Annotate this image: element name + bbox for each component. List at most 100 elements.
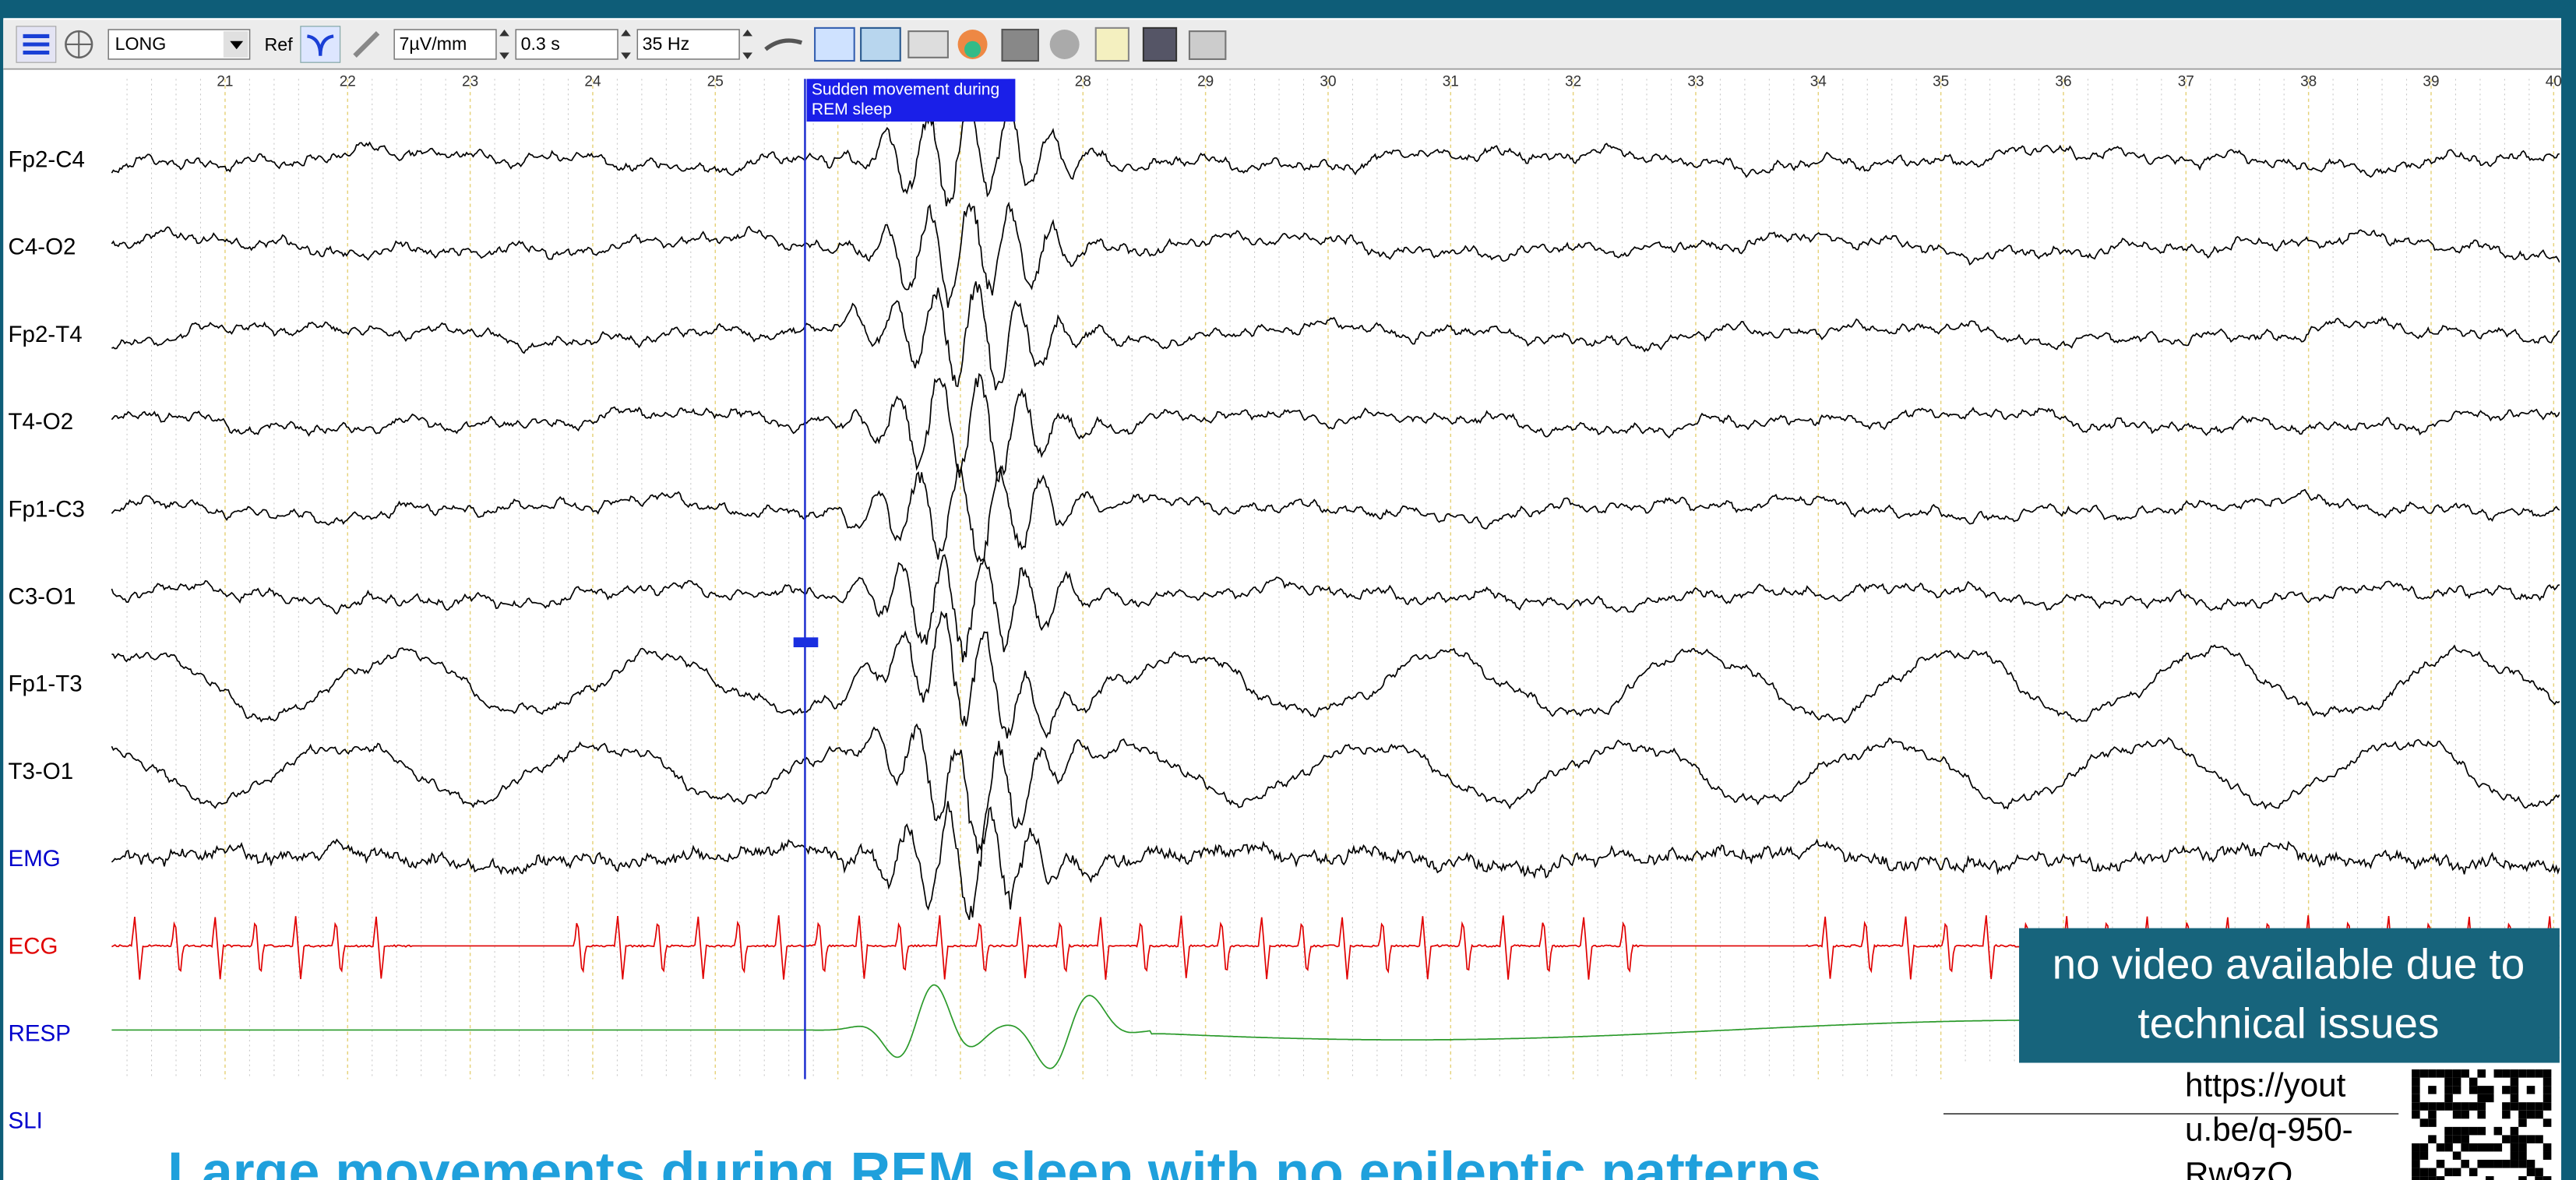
second-label: 30 (1320, 74, 1336, 90)
polarity-button[interactable] (301, 26, 340, 62)
qr-cell (2453, 1102, 2461, 1111)
qr-cell (2486, 1143, 2494, 1152)
channel-label: T4-O2 (9, 409, 74, 435)
channel-label: ECG (9, 933, 58, 959)
qr-cell (2511, 1151, 2519, 1160)
qr-cell (2502, 1086, 2511, 1094)
qr-cell (2518, 1176, 2527, 1180)
qr-cell (2518, 1118, 2527, 1127)
filter-input[interactable]: 35 Hz (637, 30, 752, 59)
qr-cell (2511, 1078, 2519, 1087)
qr-cell (2535, 1111, 2543, 1119)
qr-cell (2543, 1143, 2552, 1152)
qr-cell (2469, 1078, 2478, 1087)
link-line: Rw9zO (2185, 1155, 2292, 1180)
qr-cell (2527, 1069, 2535, 1078)
qr-cell (2420, 1069, 2429, 1078)
qr-cell (2477, 1069, 2486, 1078)
qr-cell (2437, 1069, 2445, 1078)
qr-cell (2461, 1135, 2469, 1143)
time-constant-input[interactable]: 0.3 s (516, 30, 631, 59)
qr-cell (2511, 1135, 2519, 1143)
qr-cell (2420, 1168, 2429, 1177)
qr-cell (2486, 1176, 2494, 1180)
qr-cell (2420, 1118, 2429, 1127)
qr-cell (2518, 1111, 2527, 1119)
channel-label: Fp2-T4 (9, 322, 83, 347)
overlay-line: no video available due to (2053, 940, 2525, 988)
qr-cell (2477, 1102, 2486, 1111)
qr-cell (2527, 1111, 2535, 1119)
qr-cell (2518, 1151, 2527, 1160)
qr-cell (2420, 1102, 2429, 1111)
qr-cell (2453, 1168, 2461, 1177)
sensitivity-input[interactable]: 7µV/mm (394, 30, 509, 59)
qr-cell (2444, 1168, 2453, 1177)
second-label: 24 (584, 74, 601, 90)
qr-cell (2543, 1118, 2552, 1127)
toolbar (3, 19, 2561, 69)
second-label: 25 (707, 74, 724, 90)
qr-cell (2453, 1127, 2461, 1136)
qr-cell (2453, 1135, 2461, 1143)
qr-cell (2518, 1135, 2527, 1143)
qr-cell (2543, 1078, 2552, 1087)
second-label: 37 (2178, 74, 2194, 90)
montage-select[interactable]: LONG (108, 30, 249, 59)
channel-label: Fp1-T3 (9, 671, 83, 697)
qr-cell (2502, 1160, 2511, 1168)
qr-cell (2543, 1069, 2552, 1078)
qr-cell (2461, 1111, 2469, 1119)
qr-cell (2453, 1078, 2461, 1087)
channel-label: RESP (9, 1021, 71, 1047)
qr-cell (2420, 1143, 2429, 1152)
qr-cell (2437, 1102, 2445, 1111)
page: {"toolbar":{"montage":"LONG","reference"… (0, 0, 2576, 1180)
qr-cell (2428, 1069, 2437, 1078)
qr-cell (2412, 1094, 2420, 1103)
qr-cell (2444, 1102, 2453, 1111)
link-line: u.be/q-950- (2185, 1111, 2353, 1147)
qr-cell (2543, 1094, 2552, 1103)
qr-cell (2469, 1143, 2478, 1152)
second-label: 28 (1075, 74, 1091, 90)
reference-button[interactable]: Ref (265, 34, 294, 55)
qr-cell (2469, 1127, 2478, 1136)
overlay-line: technical issues (2137, 999, 2439, 1048)
event-marker[interactable] (794, 637, 819, 647)
annotation-line: REM sleep (812, 100, 892, 118)
qr-cell (2511, 1069, 2519, 1078)
second-label: 38 (2300, 74, 2317, 90)
qr-cell (2428, 1086, 2437, 1094)
qr-cell (2486, 1094, 2494, 1103)
qr-cell (2428, 1135, 2437, 1143)
second-label: 36 (2055, 74, 2071, 90)
qr-cell (2469, 1102, 2478, 1111)
second-label: 29 (1197, 74, 1214, 90)
qr-cell (2461, 1160, 2469, 1168)
second-label: 34 (1810, 74, 1827, 90)
qr-cell (2477, 1094, 2486, 1103)
qr-cell (2461, 1127, 2469, 1136)
qr-cell (2527, 1102, 2535, 1111)
qr-cell (2469, 1086, 2478, 1094)
qr-cell (2444, 1069, 2453, 1078)
montage-value: LONG (115, 33, 167, 54)
qr-cell (2477, 1111, 2486, 1119)
qr-cell (2511, 1086, 2519, 1094)
montage-button[interactable] (65, 31, 92, 58)
qr-cell (2444, 1143, 2453, 1152)
second-label: 31 (1443, 74, 1459, 90)
filter-value: 35 Hz (643, 33, 690, 54)
qr-cell (2428, 1111, 2437, 1119)
qr-cell (2518, 1160, 2527, 1168)
menu-button[interactable] (16, 26, 56, 62)
qr-cell (2453, 1151, 2461, 1160)
qr-cell (2412, 1111, 2420, 1119)
qr-cell (2527, 1168, 2535, 1177)
qr-cell (2494, 1069, 2503, 1078)
second-label: 21 (217, 74, 233, 90)
qr-cell (2543, 1102, 2552, 1111)
qr-cell (2461, 1143, 2469, 1152)
qr-cell (2461, 1069, 2469, 1078)
